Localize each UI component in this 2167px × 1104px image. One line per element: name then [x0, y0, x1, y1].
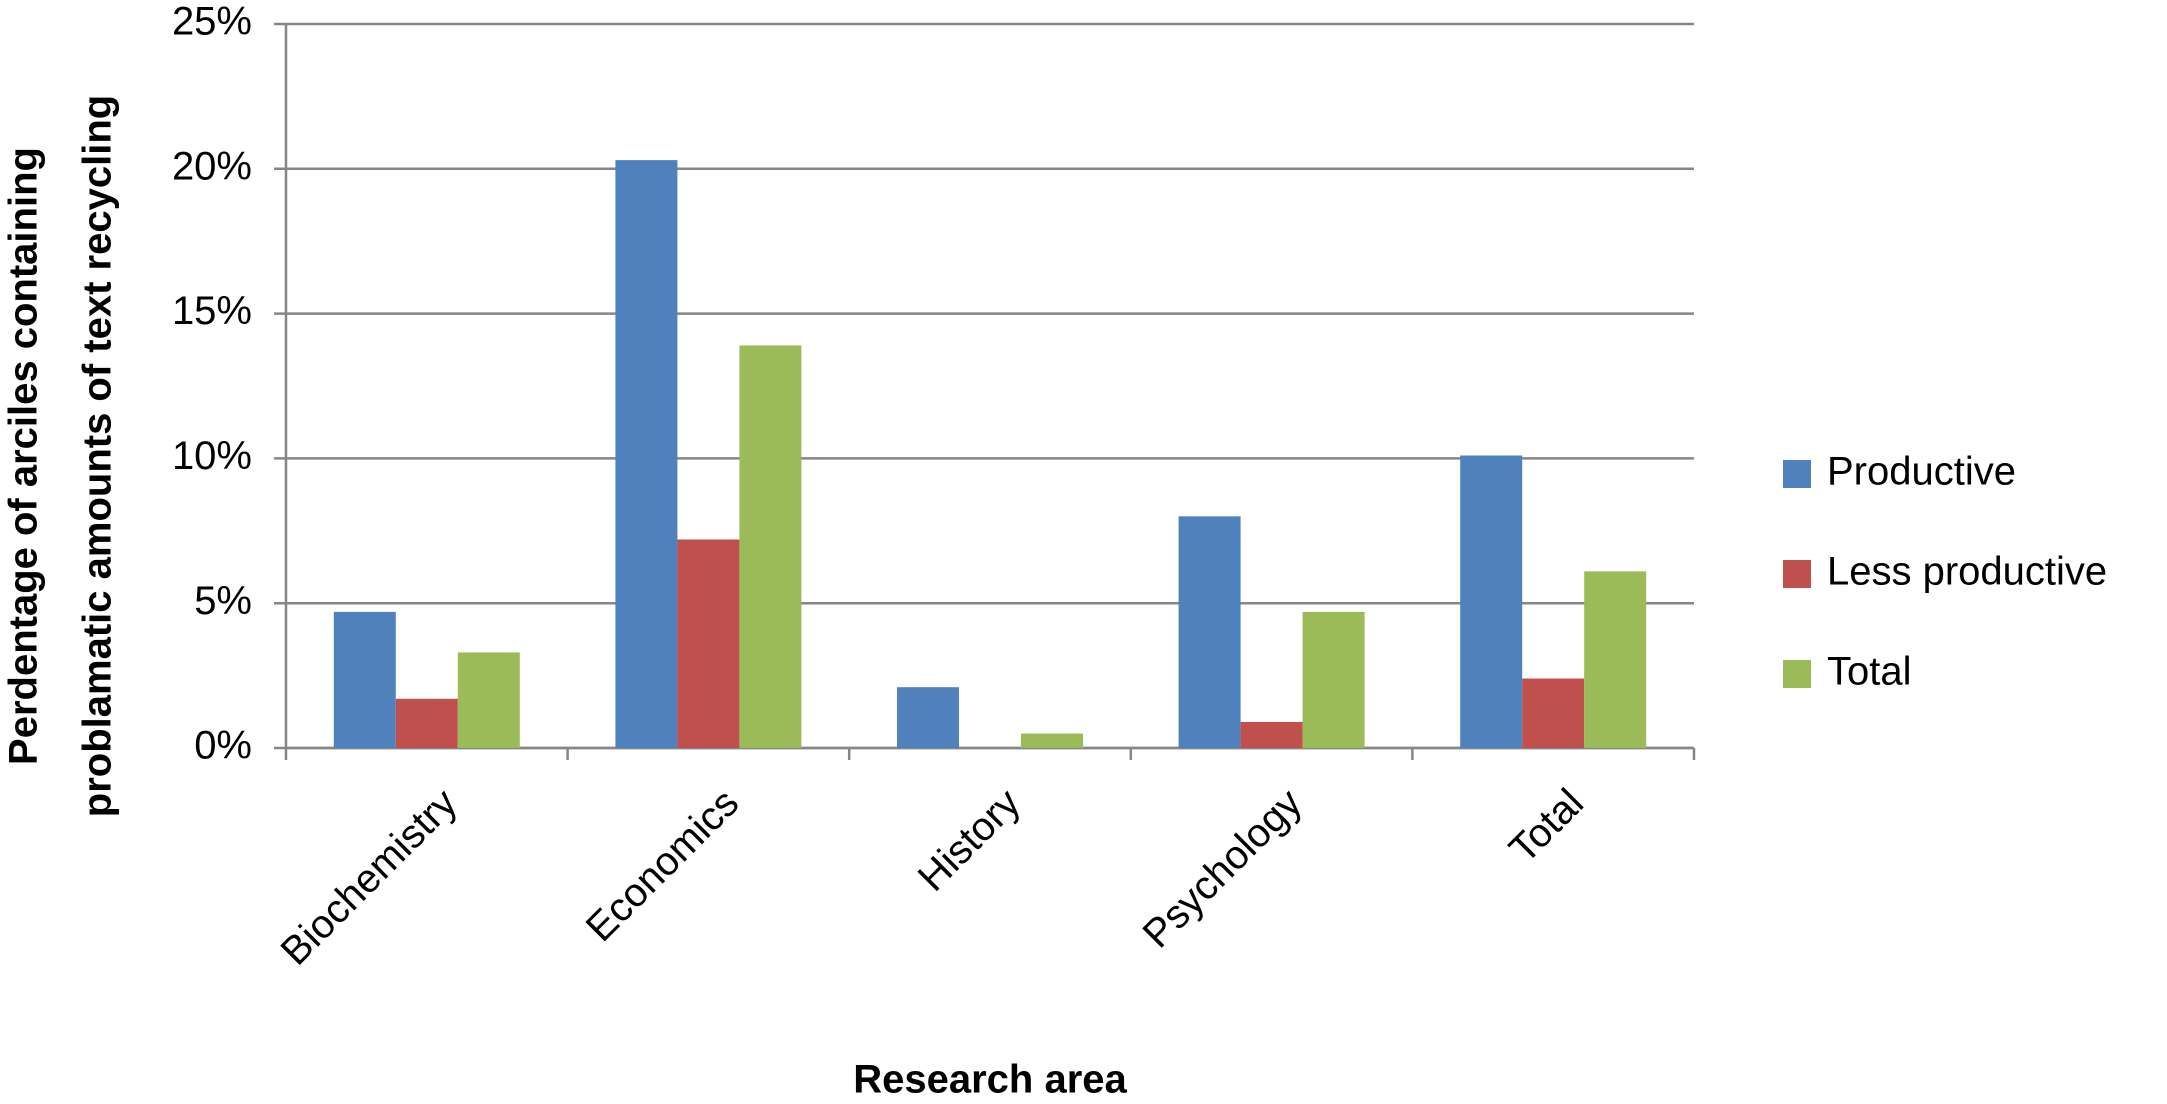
bar — [395, 698, 458, 748]
y-axis-title: problamatic amounts of text recycling — [76, 95, 120, 817]
legend-label: Productive — [1827, 450, 2016, 494]
bar — [1302, 611, 1365, 748]
y-tick-label: 15% — [172, 289, 252, 333]
x-tick-label: Economics — [578, 781, 747, 950]
y-tick-label: 0% — [194, 724, 252, 768]
y-tick-label: 5% — [194, 579, 252, 623]
bar — [1021, 733, 1083, 748]
bar — [615, 160, 678, 748]
legend-swatch — [1783, 560, 1811, 588]
bar — [1460, 455, 1523, 748]
x-tick-label: Psychology — [1135, 781, 1311, 957]
x-tick-label: Biochemistry — [273, 781, 466, 974]
x-tick-label: Total — [1501, 781, 1592, 872]
legend-label: Total — [1827, 650, 1912, 694]
bar — [897, 687, 959, 748]
x-axis-title: Research area — [853, 1058, 1127, 1102]
bar — [1178, 516, 1241, 748]
y-tick-label: 20% — [172, 144, 252, 188]
x-tick-label: History — [910, 781, 1029, 900]
legend-swatch — [1783, 660, 1811, 688]
bar — [1240, 721, 1303, 748]
y-tick-label: 10% — [172, 434, 252, 478]
legend-swatch — [1783, 460, 1811, 488]
y-tick-label: 25% — [172, 0, 252, 44]
legend-label: Less productive — [1827, 550, 2107, 594]
bar — [457, 652, 520, 748]
bar — [333, 611, 396, 748]
y-axis-title: Perdentage of arciles containing — [2, 147, 46, 765]
bar — [1522, 678, 1585, 748]
bar — [739, 345, 802, 748]
bar — [1584, 571, 1647, 748]
bar — [677, 539, 740, 748]
